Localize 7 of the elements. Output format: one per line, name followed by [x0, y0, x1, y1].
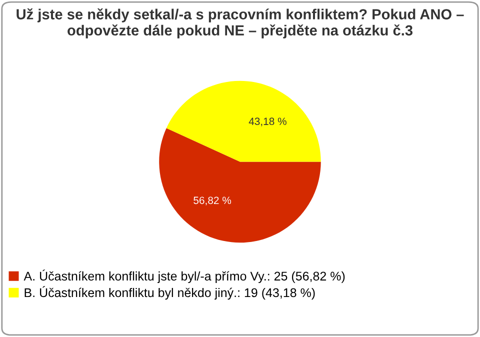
chart-title: Už jste se někdy setkal/-a s pracovním konfliktem? Pokud ANO – odpovězte dále pokud NE – přejděte na otázku č.3 — [16, 8, 464, 38]
legend-label: A. Účastníkem konfliktu jste byl/-a přímo Vy.: 25 (56,82 %) — [24, 270, 345, 284]
data-label: 43,18 % — [248, 118, 286, 126]
legend-label: B. Účastníkem konfliktu byl někdo jiný.: 19 (43,18 %) — [24, 286, 315, 300]
data-label: 56,82 % — [194, 196, 232, 206]
pie-slice — [159, 128, 321, 243]
pie-slice — [166, 80, 321, 162]
